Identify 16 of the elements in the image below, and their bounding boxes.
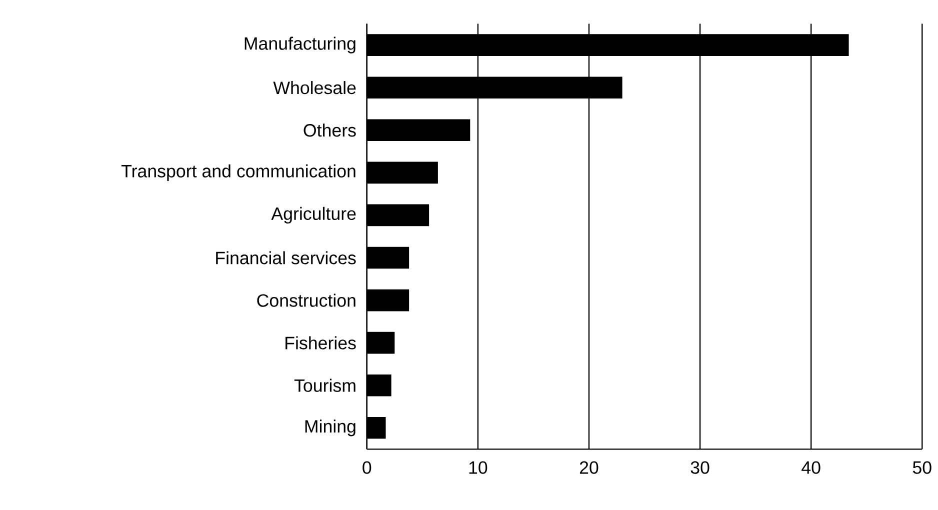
x-tick-label: 10 [469, 461, 488, 474]
x-tick-label: 30 [690, 461, 710, 474]
x-tick-label: 0 [362, 461, 372, 474]
x-tick-label: 40 [802, 461, 820, 474]
y-tick-label: Construction [257, 294, 356, 308]
y-tick-label: Wholesale [273, 81, 356, 94]
y-tick-label: Agriculture [271, 207, 356, 224]
y-tick-label: Financial services [216, 251, 356, 264]
y-tick-label: Others [304, 124, 356, 137]
y-tick-label: Fisheries [286, 336, 356, 350]
y-tick-label: Mining [305, 420, 356, 436]
y-tick-label: Transport and communication [121, 164, 356, 182]
y-tick-label: Tourism [294, 378, 356, 392]
x-tick-label: 20 [580, 461, 598, 474]
y-tick-label: Manufacturing [244, 36, 356, 54]
x-tick-label: 50 [912, 461, 932, 474]
